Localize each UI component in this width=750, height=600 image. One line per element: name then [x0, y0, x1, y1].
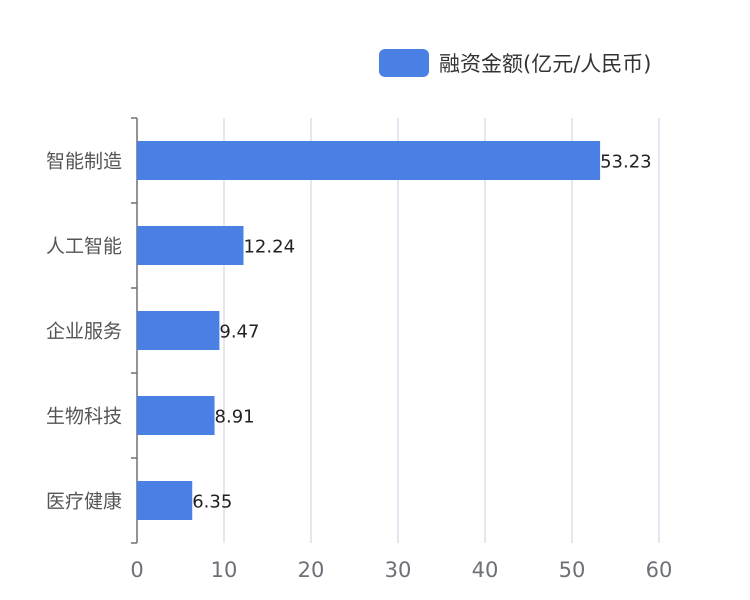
x-tick-label: 60	[646, 558, 673, 582]
value-label: 9.47	[219, 322, 259, 343]
bar[interactable]	[137, 311, 220, 350]
bar[interactable]	[137, 226, 244, 265]
category-label: 医疗健康	[46, 491, 122, 513]
x-tick-label: 50	[559, 558, 586, 582]
legend-label: 融资金额(亿元/人民币)	[439, 52, 652, 76]
category-label: 人工智能	[46, 236, 122, 258]
bars	[137, 141, 601, 520]
value-label: 6.35	[192, 492, 232, 513]
x-tick-label: 30	[385, 558, 412, 582]
bar[interactable]	[137, 481, 193, 520]
gridlines	[223, 118, 660, 543]
value-label: 12.24	[243, 237, 295, 258]
value-label: 8.91	[215, 407, 255, 428]
x-tick-label: 40	[472, 558, 499, 582]
category-label: 智能制造	[46, 151, 122, 173]
bar[interactable]	[137, 141, 601, 180]
chart-legend[interactable]: 融资金额(亿元/人民币)	[379, 48, 651, 78]
bar[interactable]	[137, 396, 215, 435]
legend-swatch	[379, 49, 429, 77]
axes	[131, 117, 138, 544]
x-tick-label: 20	[298, 558, 325, 582]
x-tick-label: 0	[130, 558, 143, 582]
labels: 0 10 20 30 40 50 60 智能制造 53.23 人工智能 12.24 企业服务 9.47 生…	[46, 151, 672, 583]
value-label: 53.23	[600, 152, 652, 173]
category-label: 企业服务	[46, 321, 122, 343]
category-label: 生物科技	[46, 406, 122, 428]
x-tick-label: 10	[211, 558, 238, 582]
